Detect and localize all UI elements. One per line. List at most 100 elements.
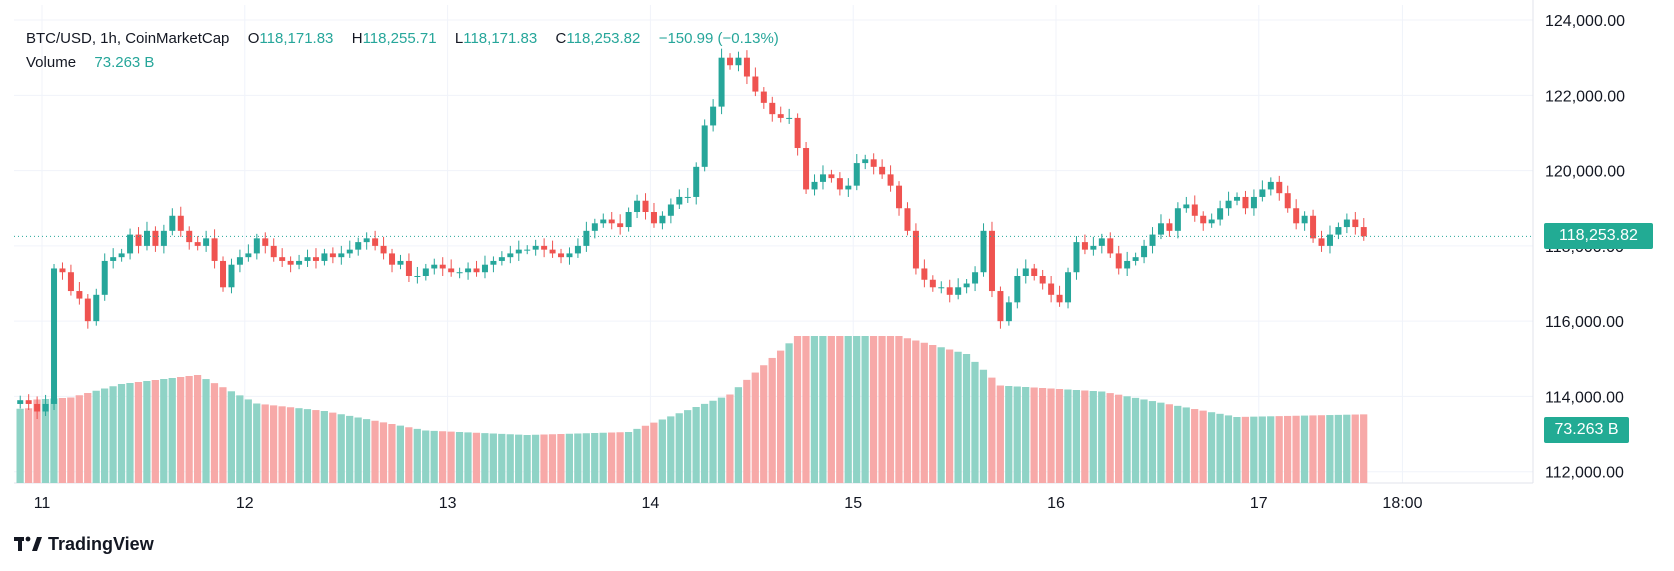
volume-bar: [1013, 386, 1021, 483]
time-tick-label: 18:00: [1382, 495, 1422, 512]
candle-body: [845, 185, 852, 190]
volume-bar: [1241, 416, 1249, 483]
candle-body: [1200, 215, 1207, 224]
volume-bar: [1199, 410, 1207, 483]
volume-bar: [971, 361, 979, 483]
volume-bar: [743, 379, 751, 483]
volume-bar: [286, 407, 295, 483]
candle-body: [1065, 272, 1072, 303]
last-volume-badge: 73.263 B: [1544, 417, 1629, 443]
candle-body: [253, 238, 260, 254]
volume-bar: [1055, 389, 1064, 483]
volume-bar: [996, 385, 1004, 483]
volume-bar: [853, 336, 861, 483]
candle-body: [879, 166, 886, 175]
volume-bar: [1098, 391, 1106, 483]
volume-bar: [489, 433, 497, 483]
candle-body: [465, 268, 472, 273]
volume-bar: [33, 399, 41, 483]
volume-bar: [726, 394, 734, 483]
volume-bar: [354, 417, 362, 483]
candle-body: [228, 264, 235, 288]
candle-body: [1318, 238, 1325, 246]
candle-body: [1039, 275, 1046, 284]
volume-bar: [650, 422, 658, 483]
volume-bar: [540, 434, 548, 483]
candle-body: [777, 114, 784, 118]
candle-body: [710, 106, 717, 126]
volume-bar: [430, 430, 438, 483]
open-value: 118,171.83: [259, 30, 334, 47]
candle-body: [101, 260, 108, 295]
volume-bar: [633, 428, 641, 483]
volume-bar: [1174, 405, 1182, 483]
volume-bar: [16, 408, 24, 483]
volume-bar: [439, 431, 447, 483]
close-label: C: [555, 30, 567, 47]
candle-body: [1208, 219, 1215, 224]
candle-body: [456, 272, 463, 274]
volume-bar: [709, 400, 717, 483]
candle-body: [921, 268, 928, 280]
volume-bar: [878, 336, 886, 483]
candle-body: [220, 260, 227, 288]
volume-bar: [295, 408, 303, 483]
volume-bar: [177, 377, 185, 483]
candle-body: [1301, 215, 1308, 224]
volume-bar: [675, 413, 683, 483]
candle-body: [236, 257, 243, 265]
candle-body: [1217, 208, 1224, 220]
time-tick-label: 13: [439, 495, 457, 512]
close-value: 118,253.82: [566, 30, 641, 47]
candle-body: [1259, 189, 1266, 197]
volume-label[interactable]: Volume: [26, 54, 77, 71]
candlesticks: [17, 48, 1367, 420]
volume-bar: [920, 342, 928, 483]
tradingview-icon: [14, 536, 42, 551]
volume-bar: [895, 336, 903, 483]
volume-bar: [548, 434, 557, 483]
candle-body: [972, 272, 979, 284]
volume-bar: [591, 433, 599, 483]
volume-bar: [253, 403, 261, 483]
time-axis[interactable]: 11 12 13 14 15 16 17 18:00: [34, 495, 1423, 512]
candle-body: [397, 260, 404, 265]
candle-body: [904, 208, 911, 231]
candle-body: [896, 185, 903, 209]
chart-legend: BTC/USD, 1h, CoinMarketCap O118,171.83 H…: [26, 27, 779, 75]
candle-body: [862, 159, 869, 164]
volume-bar: [734, 387, 742, 483]
volume-bar: [151, 380, 159, 483]
symbol-title[interactable]: BTC/USD, 1h, CoinMarketCap: [26, 30, 230, 47]
volume-bar: [684, 410, 692, 483]
candle-body: [1081, 242, 1088, 250]
candle-body: [169, 215, 176, 231]
candle-body: [566, 253, 573, 258]
candle-body: [1360, 227, 1367, 237]
volume-bar: [751, 372, 759, 483]
volume-bar: [1148, 401, 1157, 483]
volume-bar: [278, 406, 286, 483]
price-tick-label: 120,000.00: [1545, 164, 1625, 181]
volume-bar: [337, 414, 345, 483]
volume-bar: [379, 422, 388, 483]
volume-bar: [574, 433, 582, 483]
volume-bar: [582, 433, 590, 483]
volume-bar: [50, 398, 58, 483]
volume-value: 73.263 B: [94, 54, 155, 71]
candle-body: [684, 196, 691, 198]
volume-bar: [608, 432, 616, 483]
price-tick-label: 116,000.00: [1545, 314, 1624, 331]
volume-bar: [1089, 391, 1097, 483]
volume-bar: [1360, 414, 1368, 483]
candle-body: [946, 287, 953, 295]
volume-bar: [126, 383, 134, 483]
candle-body: [431, 264, 438, 269]
volume-bar: [1317, 415, 1326, 483]
candle-body: [262, 238, 269, 246]
tradingview-logo[interactable]: TradingView: [14, 532, 154, 556]
price-tick-label: 122,000.00: [1545, 88, 1625, 105]
candle-body: [118, 253, 125, 258]
candle-body: [1326, 234, 1333, 246]
